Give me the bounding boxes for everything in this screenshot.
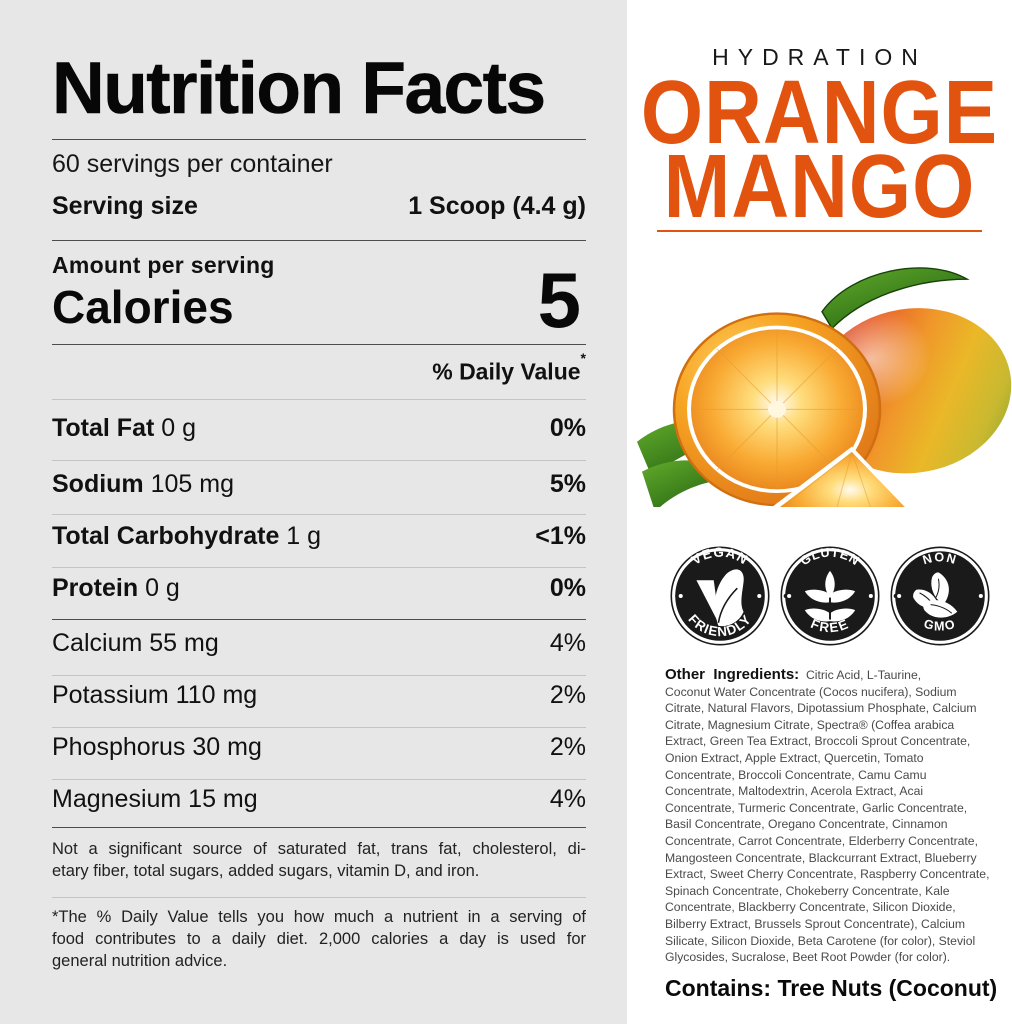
svg-text:GMO: GMO: [922, 617, 958, 634]
